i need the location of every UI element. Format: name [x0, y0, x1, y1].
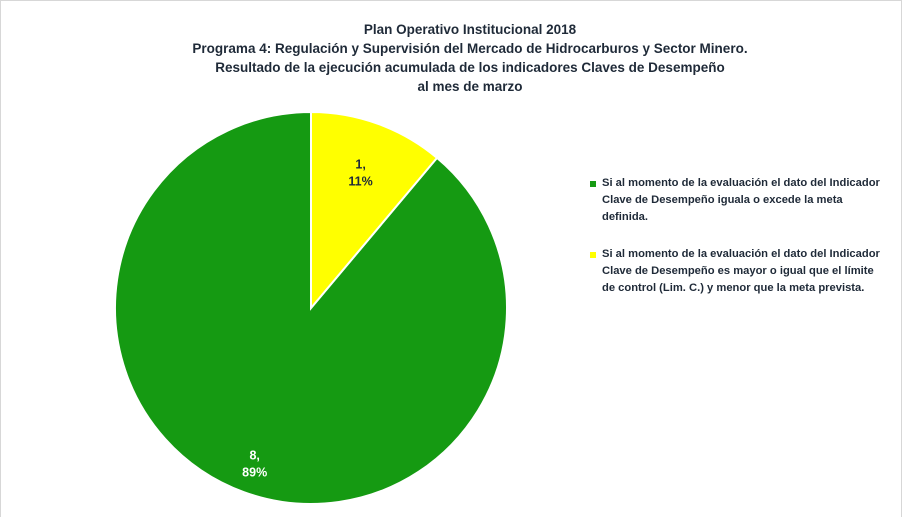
frame-top-border: [0, 0, 902, 1]
data-label-percent: 11%: [348, 175, 372, 189]
legend-item: Si al momento de la evaluación el dato d…: [590, 246, 885, 297]
pie-slice: [310, 110, 439, 311]
legend: Si al momento de la evaluación el dato d…: [590, 175, 885, 317]
legend-swatch: [590, 252, 596, 258]
data-label-percent: 89%: [242, 466, 267, 480]
title-line: al mes de marzo: [417, 79, 523, 94]
data-label-value: 1,: [355, 158, 365, 172]
title-line: Programa 4: Regulación y Supervisión del…: [192, 41, 748, 56]
data-label-value: 8,: [249, 449, 259, 463]
legend-swatch: [590, 181, 596, 187]
legend-item: Si al momento de la evaluación el dato d…: [590, 175, 885, 226]
legend-text: Si al momento de la evaluación el dato d…: [602, 248, 880, 294]
chart-title: Plan Operativo Institucional 2018 Progra…: [120, 20, 820, 96]
frame-left-border: [0, 0, 1, 517]
title-line: Resultado de la ejecución acumulada de l…: [215, 60, 725, 75]
legend-text: Si al momento de la evaluación el dato d…: [602, 177, 880, 223]
title-line: Plan Operativo Institucional 2018: [363, 22, 577, 37]
